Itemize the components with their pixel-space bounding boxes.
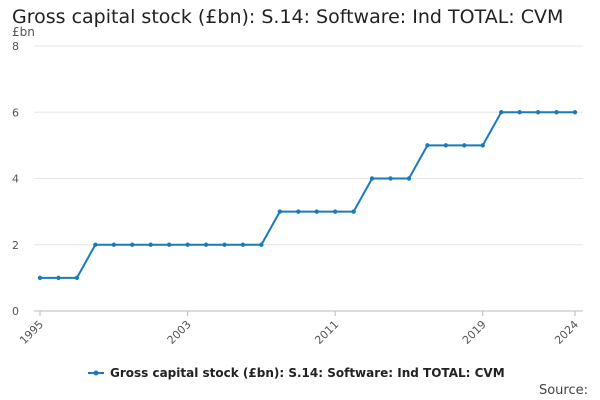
data-point (259, 242, 264, 247)
data-point (388, 176, 393, 181)
data-point (480, 143, 485, 148)
series-line (40, 111, 575, 279)
data-point (351, 209, 356, 214)
x-tick-label: 2003 (165, 318, 194, 347)
y-tick-label: 0 (12, 305, 19, 318)
gridlines (34, 45, 583, 312)
data-point (535, 110, 541, 115)
data-point (240, 242, 246, 247)
y-axis-label: £bn (12, 25, 35, 39)
data-point (166, 242, 172, 247)
data-point (517, 110, 522, 115)
data-point (314, 209, 319, 214)
data-point (332, 209, 338, 214)
data-point (93, 242, 98, 247)
data-point (130, 242, 135, 247)
legend-label: Gross capital stock (£bn): S.14: Softwar… (110, 366, 505, 380)
data-point (296, 209, 301, 214)
data-point (37, 275, 43, 281)
chart-title: Gross capital stock (£bn): S.14: Softwar… (12, 6, 564, 28)
data-point (222, 242, 227, 247)
y-tick-label: 8 (12, 40, 19, 53)
data-point (74, 275, 80, 281)
data-point (499, 110, 504, 115)
data-point (277, 209, 283, 214)
data-point (425, 143, 430, 148)
data-point (462, 143, 467, 148)
y-axis-ticks: 0 2 4 6 8 (12, 40, 19, 318)
x-tick-label: 2024 (552, 318, 581, 347)
x-tick-label: 1995 (17, 318, 46, 347)
data-point (56, 275, 61, 281)
data-point (554, 110, 559, 115)
y-tick-label: 4 (12, 173, 19, 186)
data-point (443, 143, 449, 148)
x-axis-ticks: 1995 2003 2011 2019 2024 (17, 311, 581, 347)
data-point (572, 110, 578, 115)
series-group (37, 110, 578, 281)
source-label: Source: (538, 383, 588, 398)
data-point (111, 242, 116, 247)
data-point (203, 242, 209, 247)
y-tick-label: 2 (12, 239, 19, 252)
data-point (185, 242, 190, 247)
legend[interactable]: Gross capital stock (£bn): S.14: Softwar… (88, 366, 505, 380)
data-point (369, 176, 375, 181)
data-point (406, 176, 412, 181)
x-tick-label: 2019 (460, 318, 489, 347)
x-tick-label: 2011 (312, 318, 341, 347)
legend-swatch-point (93, 370, 99, 376)
y-tick-label: 6 (12, 106, 19, 119)
data-point (148, 242, 153, 247)
